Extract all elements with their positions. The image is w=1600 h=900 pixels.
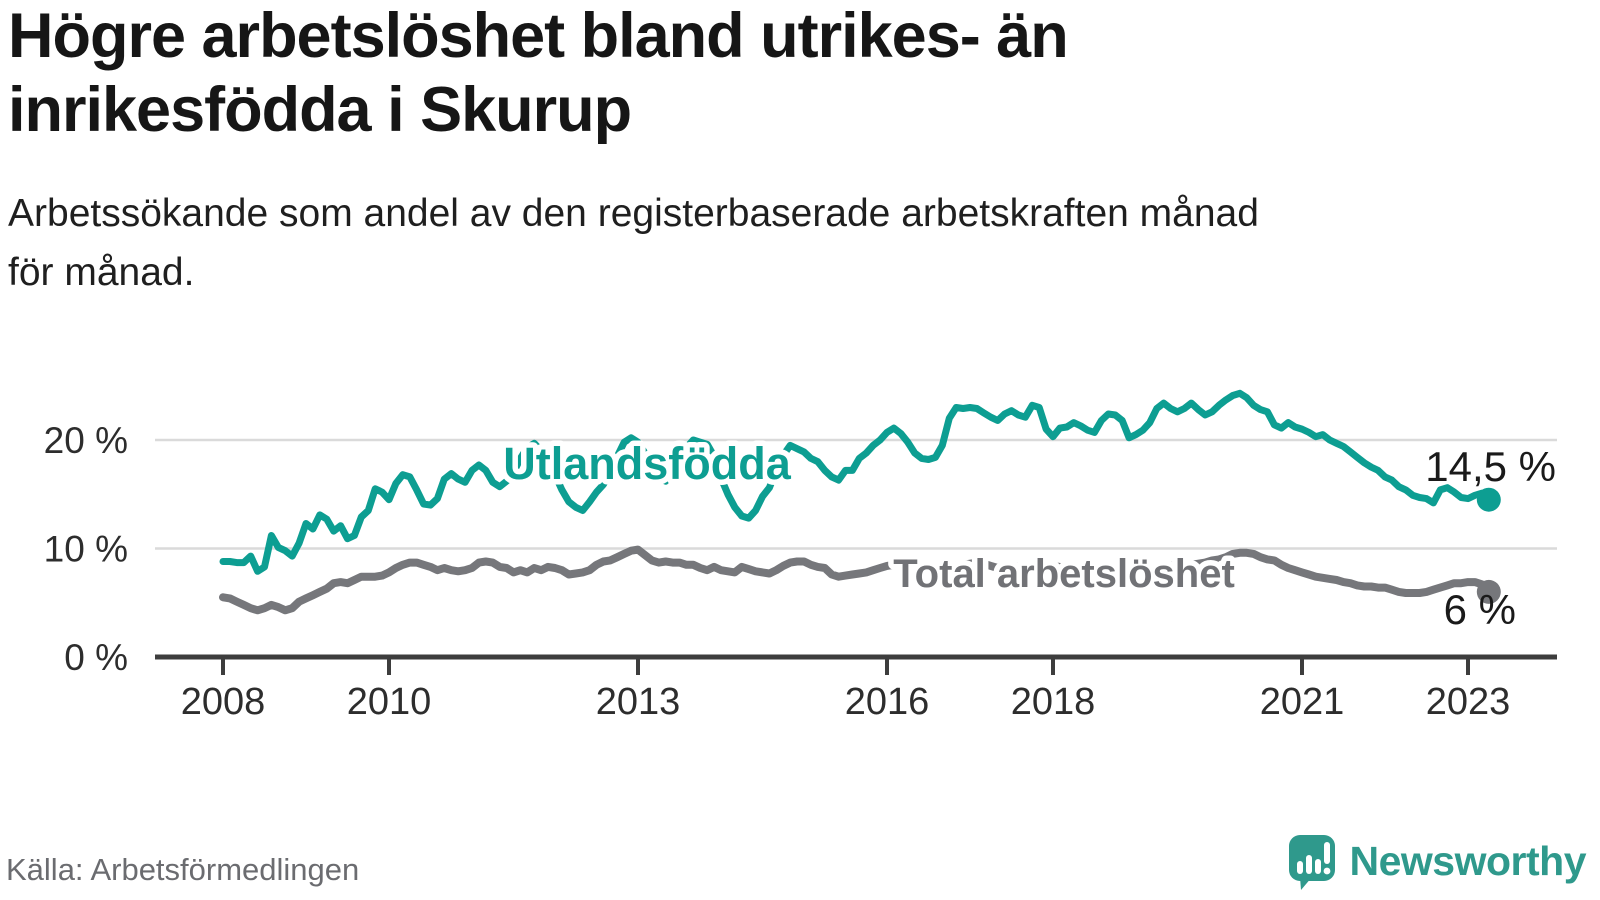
endpoint-dot-total xyxy=(1476,579,1501,604)
x-axis-tick-label: 2018 xyxy=(1011,681,1096,723)
end-value-label-utlandsfodda: 14,5 % xyxy=(1425,443,1556,490)
chart-subtitle: Arbetssökande som andel av den registerb… xyxy=(8,192,1259,295)
logo-bar-1 xyxy=(1296,861,1303,874)
endpoint-dot-utlandsfodda xyxy=(1476,487,1501,512)
x-axis-tick-label: 2010 xyxy=(347,681,432,723)
brand-lockup: Newsworthy xyxy=(1287,833,1587,890)
series-label-utlandsfodda: Utlandsfödda xyxy=(503,438,791,489)
logo-exclamation-dot xyxy=(1323,867,1330,875)
y-axis-tick-label: 10 % xyxy=(44,529,128,570)
gridline-layer xyxy=(155,438,1557,550)
y-axis-tick-label: 0 % xyxy=(64,637,128,678)
chart-title: Högre arbetslöshet bland utrikes- än inr… xyxy=(8,1,1069,145)
series-line-total xyxy=(219,545,1493,615)
x-axis-tick-label: 2008 xyxy=(181,681,266,723)
logo-exclamation-bar xyxy=(1323,842,1330,864)
axis-layer: 0 % 10 % 20 % 2008 2010 2013 2016 2018 2021 2023 xyxy=(44,420,1557,723)
series-label-layer: Utlandsfödda Total arbetslöshet xyxy=(498,433,1241,602)
y-axis-tick-label: 20 % xyxy=(44,420,128,461)
logo-bar-3 xyxy=(1314,859,1321,874)
endpoint-layer: 14,5 % 6 % xyxy=(1425,443,1556,633)
logo-bar-2 xyxy=(1305,855,1312,874)
source-note: Källa: Arbetsförmedlingen xyxy=(6,852,360,887)
series-line-utlandsfodda xyxy=(219,389,1493,575)
x-axis-tick-label: 2016 xyxy=(845,681,930,723)
x-axis-tick-label: 2013 xyxy=(596,681,681,723)
brand-wordmark: Newsworthy xyxy=(1349,838,1587,884)
x-axis-tick-label: 2021 xyxy=(1260,681,1345,723)
x-axis-tick-label: 2023 xyxy=(1426,681,1511,723)
newsworthy-logo-icon xyxy=(1288,835,1335,890)
series-label-total: Total arbetslöshet xyxy=(893,552,1235,596)
series-line-layer xyxy=(219,389,1493,615)
end-value-label-total: 6 % xyxy=(1444,586,1516,633)
logo-bubble-tail xyxy=(1299,877,1312,890)
